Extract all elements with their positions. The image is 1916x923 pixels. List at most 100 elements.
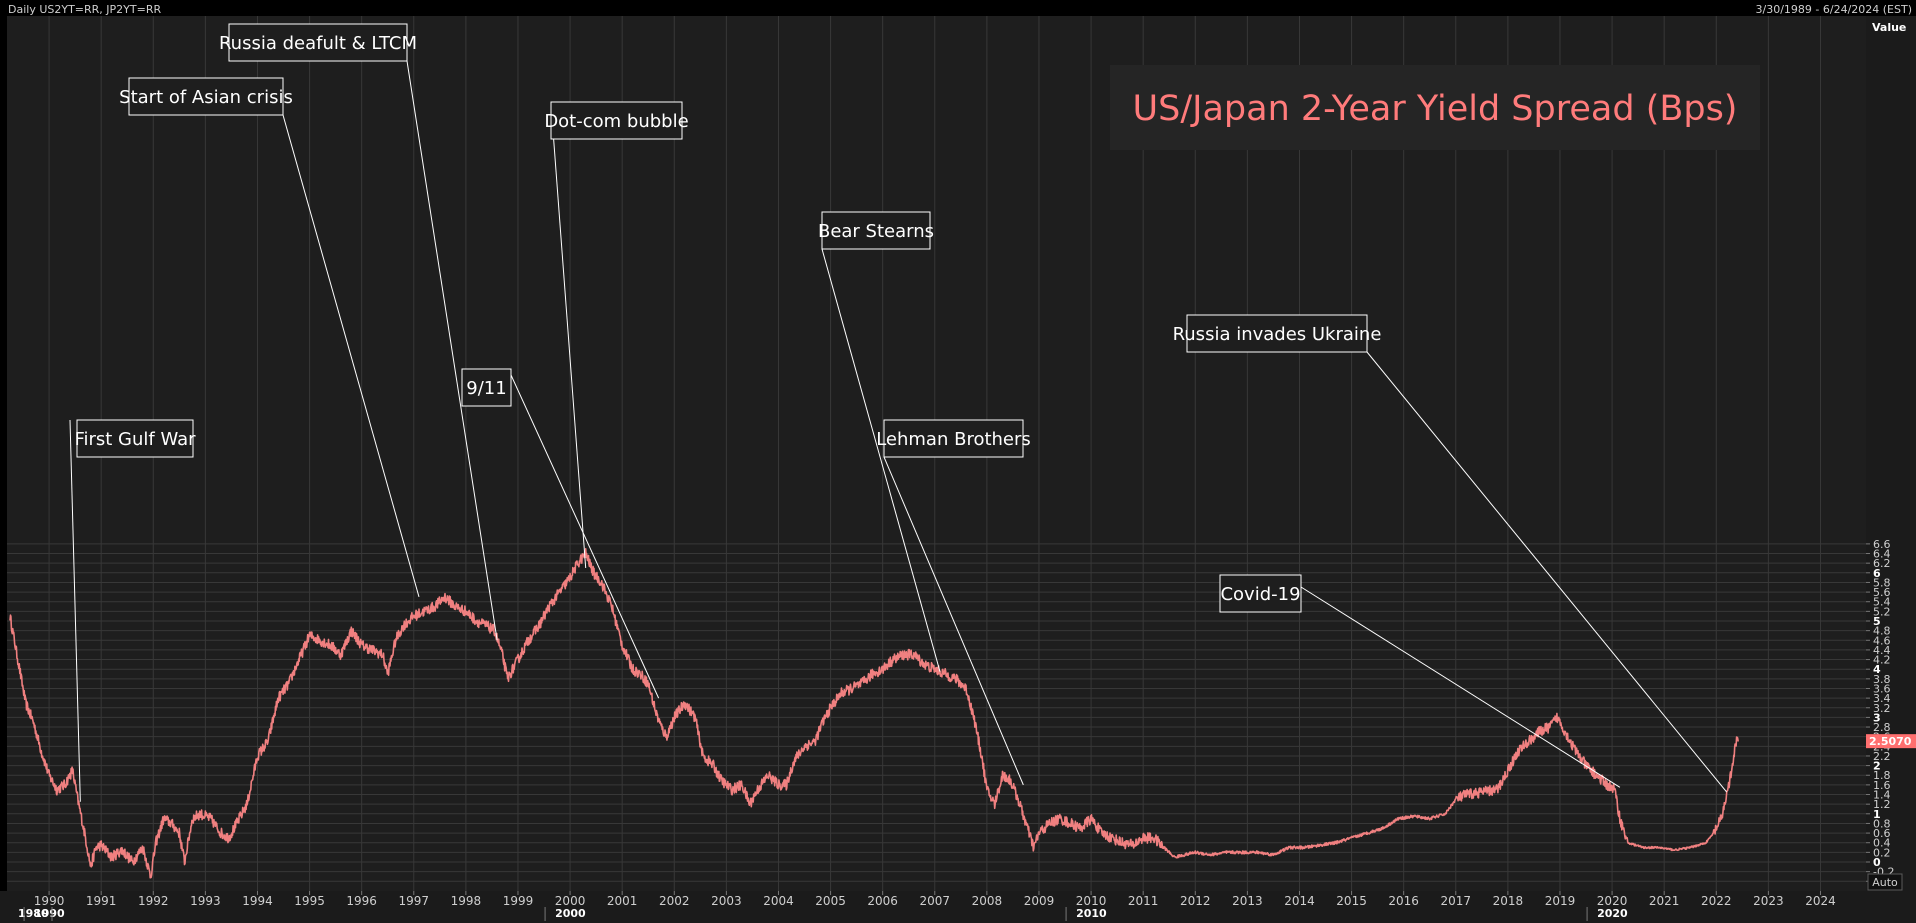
y-tick-label: 2.8 xyxy=(1873,721,1891,734)
annotation-leader xyxy=(69,419,81,802)
x-tick-label: 2008 xyxy=(972,894,1003,908)
y-tick-label: 1.8 xyxy=(1873,769,1891,782)
x-tick-label: 2019 xyxy=(1545,894,1576,908)
annotation-label: Start of Asian crisis xyxy=(119,87,293,108)
annotation: 9/11 xyxy=(461,368,660,699)
x-tick-label: 1997 xyxy=(399,894,430,908)
title-box: US/Japan 2-Year Yield Spread (Bps) xyxy=(1110,65,1760,150)
y-tick-label: 0.6 xyxy=(1873,827,1891,840)
y-tick-label: 5.6 xyxy=(1873,586,1891,599)
annotation-leader xyxy=(510,374,660,699)
x-tick-label: 2012 xyxy=(1180,894,1211,908)
y-tick-label: 3 xyxy=(1873,711,1881,724)
header-series-label: Daily US2YT=RR, JP2YT=RR xyxy=(8,3,161,16)
y-tick-label: 2.2 xyxy=(1873,750,1891,763)
annotation-leader xyxy=(406,60,498,641)
chart-title: US/Japan 2-Year Yield Spread (Bps) xyxy=(1133,89,1738,129)
x-tick-label: 1996 xyxy=(346,894,377,908)
annotation-label: Covid-19 xyxy=(1220,584,1300,605)
y-tick-label: 1.2 xyxy=(1873,798,1891,811)
y-tick-label: 6.2 xyxy=(1873,557,1891,570)
x-tick-label: 2016 xyxy=(1388,894,1419,908)
series-line xyxy=(9,548,1739,879)
annotation-box xyxy=(461,368,512,407)
y-tick-label: 6.6 xyxy=(1873,538,1891,551)
decade-label: 1980 xyxy=(18,907,49,920)
y-tick-label: 0 xyxy=(1873,856,1881,869)
x-tick-label: 1992 xyxy=(138,894,169,908)
y-tick-label: 4.2 xyxy=(1873,654,1891,667)
annotation-label: 9/11 xyxy=(466,378,506,399)
annotation-label: Dot-com bubble xyxy=(544,111,688,132)
y-tick-label: 4.4 xyxy=(1873,644,1891,657)
annotation: Start of Asian crisis xyxy=(119,77,420,598)
annotation-box xyxy=(76,419,194,458)
grid xyxy=(7,16,1866,891)
x-tick-label: 2010 xyxy=(1076,894,1107,908)
annotation-label: Bear Stearns xyxy=(818,221,934,242)
annotation: Bear Stearns xyxy=(818,211,941,672)
y-tick-label: 3.8 xyxy=(1873,673,1891,686)
y-tick-label: 3.6 xyxy=(1873,682,1891,695)
x-tick-label: 1998 xyxy=(451,894,482,908)
x-tick-label: 2013 xyxy=(1232,894,1263,908)
x-axis: 1990 1991 1992 1993 1994 1995 1996 1997 1998 1999… xyxy=(18,891,1836,921)
annotation-box xyxy=(1186,314,1368,353)
annotation-leader xyxy=(550,103,587,569)
annotation-box xyxy=(128,77,284,116)
annotation-label: Lehman Brothers xyxy=(876,429,1031,450)
x-tick-label: 1993 xyxy=(190,894,221,908)
x-tick-label: 2005 xyxy=(815,894,846,908)
x-tick-label: 2003 xyxy=(711,894,742,908)
y-tick-label: 4 xyxy=(1873,663,1881,676)
last-value-badge-bg xyxy=(1866,734,1916,749)
annotation-box xyxy=(550,101,683,140)
x-tick-label: 1994 xyxy=(242,894,273,908)
y-tick-label: 5.2 xyxy=(1873,605,1891,618)
y-tick-label: 6.4 xyxy=(1873,548,1891,561)
x-tick-label: 1991 xyxy=(86,894,117,908)
y-tick-label: 0.4 xyxy=(1873,837,1891,850)
x-tick-label: 2014 xyxy=(1284,894,1315,908)
annotation-box xyxy=(883,419,1024,458)
annotation-box xyxy=(1219,574,1302,613)
x-tick-label: 2018 xyxy=(1493,894,1524,908)
annotation-leader xyxy=(821,248,941,672)
decade-label: 2020 xyxy=(1597,907,1628,920)
x-tick-label: 2023 xyxy=(1753,894,1784,908)
annotation: Russia deafult & LTCM xyxy=(219,23,498,641)
y-tick-label: 3.2 xyxy=(1873,702,1891,715)
x-tick-label: 1990 xyxy=(34,894,65,908)
y-tick-label: 2 xyxy=(1873,760,1881,773)
x-axis-band xyxy=(0,891,1916,923)
auto-scale-label: Auto xyxy=(1872,876,1898,889)
x-tick-label: 2004 xyxy=(763,894,794,908)
auto-scale-button[interactable] xyxy=(1867,873,1903,891)
y-tick-label: 6 xyxy=(1873,567,1881,580)
annotation-label: First Gulf War xyxy=(74,429,196,450)
decade-label: 2000 xyxy=(555,907,586,920)
annotation-label: Russia invades Ukraine xyxy=(1173,324,1382,345)
y-tick-label: 5.4 xyxy=(1873,596,1891,609)
y-tick-label: 3.4 xyxy=(1873,692,1891,705)
x-tick-label: 2006 xyxy=(867,894,898,908)
x-tick-label: 1999 xyxy=(503,894,534,908)
annotation: Dot-com bubble xyxy=(544,101,689,569)
y-tick-label: 1.4 xyxy=(1873,789,1891,802)
y-tick-label: 4.6 xyxy=(1873,634,1891,647)
annotation-leader xyxy=(883,456,1024,786)
last-value-badge: 2.5070 xyxy=(1866,734,1916,749)
annotation: Covid-19 xyxy=(1219,574,1621,788)
x-tick-label: 2002 xyxy=(659,894,690,908)
x-tick-label: 2001 xyxy=(607,894,638,908)
x-tick-label: 1995 xyxy=(294,894,325,908)
annotation-leader xyxy=(1366,351,1728,793)
y-tick-label: 1.6 xyxy=(1873,779,1891,792)
annotation-leader xyxy=(282,114,420,598)
x-tick-label: 2017 xyxy=(1441,894,1472,908)
y-tick-label: 0.8 xyxy=(1873,817,1891,830)
x-tick-label: 2024 xyxy=(1805,894,1836,908)
x-tick-label: 2000 xyxy=(555,894,586,908)
x-tick-label: 2015 xyxy=(1336,894,1367,908)
